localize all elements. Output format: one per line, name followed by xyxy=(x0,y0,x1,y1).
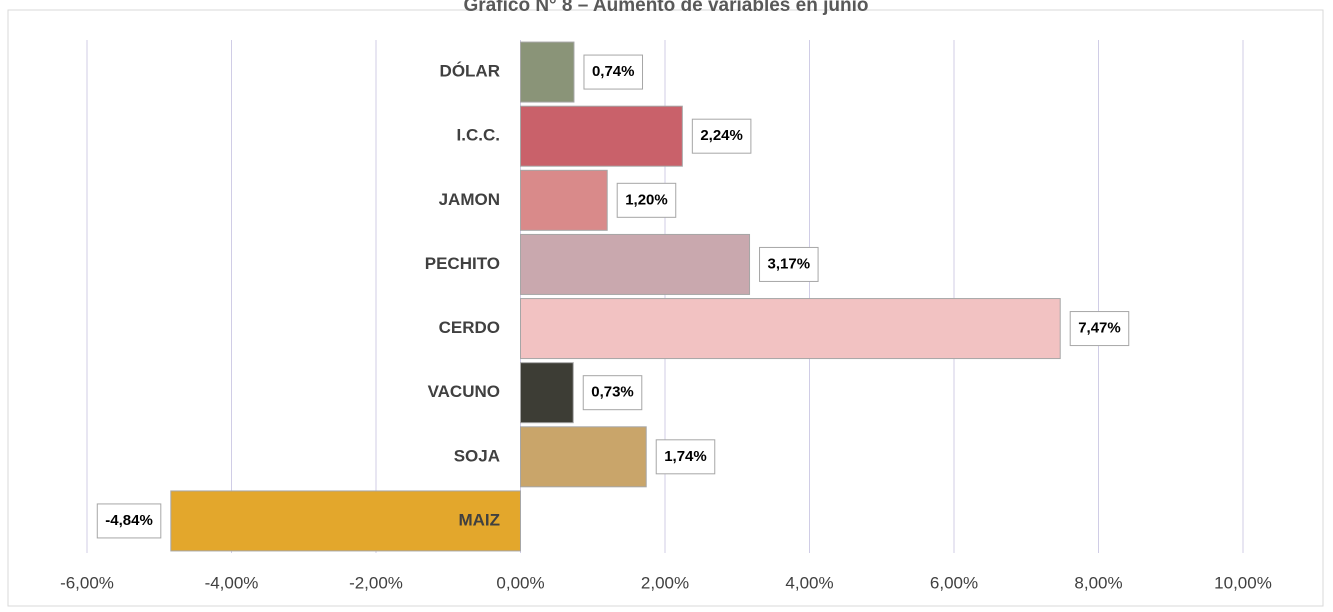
value-label-box xyxy=(616,182,677,218)
value-label-box xyxy=(655,439,716,475)
bar xyxy=(520,169,608,231)
x-tick-label: 6,00% xyxy=(930,573,978,592)
x-tick-label: -6,00% xyxy=(60,573,114,592)
grid: -6,00% -4,00% -2,00% 0,00% 2,00% 4,00% 6,00% 8,… xyxy=(60,40,1272,592)
category-label: MAIZ xyxy=(458,510,500,529)
value-label: 3,17% xyxy=(768,255,811,272)
value-label-box xyxy=(582,375,643,411)
value-label: 2,24% xyxy=(700,127,743,144)
value-label: 0,74% xyxy=(592,63,635,80)
bar-group: I.C.C. 2,24% xyxy=(457,105,752,167)
value-label: 7,47% xyxy=(1078,320,1121,337)
category-label: SOJA xyxy=(454,446,500,465)
bars: DÓLAR 0,74% I.C.C. 2,24% JAMON 1,20% PECHITO 3,… xyxy=(96,41,1130,552)
x-tick-label: 0,00% xyxy=(496,573,544,592)
bar xyxy=(520,233,751,295)
bar xyxy=(520,298,1061,360)
category-label: VACUNO xyxy=(428,382,500,401)
value-label-box xyxy=(691,118,752,154)
bar-group: MAIZ -4,84% xyxy=(96,490,521,552)
bar xyxy=(520,41,575,103)
value-label-box xyxy=(759,246,819,282)
value-label-box xyxy=(583,54,644,90)
bar xyxy=(520,426,647,488)
bar xyxy=(520,362,574,424)
value-label: -4,84% xyxy=(105,512,153,529)
value-label: 0,73% xyxy=(591,384,634,401)
value-label: 1,74% xyxy=(664,448,707,465)
bar-group: SOJA 1,74% xyxy=(454,426,716,488)
value-label-box xyxy=(1069,311,1130,347)
category-label: DÓLAR xyxy=(440,62,500,81)
category-label: CERDO xyxy=(439,318,500,337)
x-tick-label: 10,00% xyxy=(1214,573,1272,592)
chart-title: Gráfico N° 8 – Aumento de variables en j… xyxy=(464,0,869,16)
bar xyxy=(170,490,521,552)
bar-group: JAMON 1,20% xyxy=(439,169,677,231)
category-label: PECHITO xyxy=(425,254,500,273)
bar-group: PECHITO 3,17% xyxy=(425,233,819,295)
x-tick-label: 2,00% xyxy=(641,573,689,592)
x-tick-label: -2,00% xyxy=(349,573,403,592)
value-label: 1,20% xyxy=(625,191,668,208)
x-tick-label: -4,00% xyxy=(205,573,259,592)
value-label-box xyxy=(96,503,162,539)
bar xyxy=(520,105,683,167)
chart-border xyxy=(7,9,1324,607)
bar-group: DÓLAR 0,74% xyxy=(440,41,644,103)
x-tick-label: 8,00% xyxy=(1074,573,1122,592)
x-tick-label: 4,00% xyxy=(785,573,833,592)
category-label: JAMON xyxy=(439,190,500,209)
bar-group: CERDO 7,47% xyxy=(439,298,1130,360)
category-label: I.C.C. xyxy=(457,126,500,145)
bar-group: VACUNO 0,73% xyxy=(428,362,643,424)
